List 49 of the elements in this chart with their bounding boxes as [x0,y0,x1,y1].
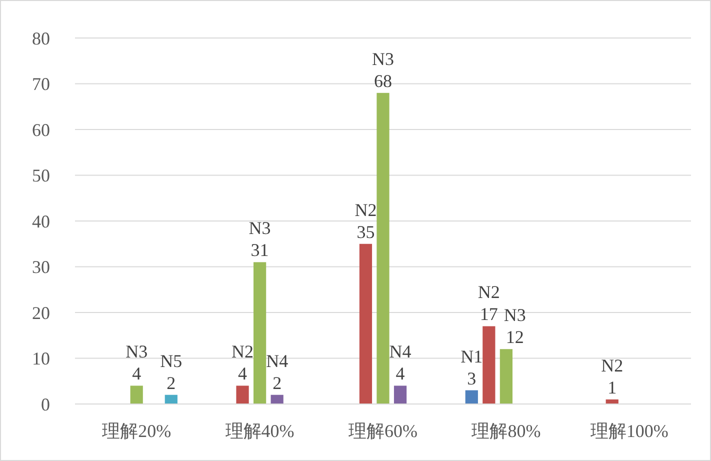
series-label: N3 [504,305,526,326]
data-label: 12 [506,327,524,348]
text: N3 [248,218,271,238]
data-label: 2 [166,372,176,393]
x-tick-label: 理解20% [102,421,172,441]
y-tick-label: 60 [32,120,50,140]
x-tick-label: 理解100% [590,421,668,441]
bar [376,92,390,404]
series-label: N5 [160,350,182,371]
data-label: 17 [480,304,498,324]
data-label: 4 [396,364,405,384]
bar [270,394,284,404]
text: N2 [354,200,377,220]
series-label: N4 [266,350,288,371]
bar [482,326,496,404]
x-tick-label: 理解40% [225,421,294,441]
bar [465,390,478,404]
series-label: N2 [232,342,254,362]
data-label: 68 [374,70,392,91]
text: N3 [372,48,394,69]
text: N2 [478,282,500,302]
text: N2 [601,355,624,376]
y-tick-label: 30 [32,257,50,278]
bar [164,394,178,404]
bar [359,244,372,404]
bar [253,262,266,404]
y-tick-label: 40 [32,211,50,232]
data-label: 2 [272,372,282,393]
data-label: 35 [356,222,375,242]
data-label: 4 [132,364,142,384]
y-tick-label: 10 [32,348,50,369]
series-label: N1 [460,346,483,366]
data-label: 3 [467,368,476,388]
text: N3 [126,342,148,362]
x-tick-label: 理解60% [348,421,418,441]
bar [130,386,143,404]
y-tick-label: 20 [32,302,50,323]
text: N4 [389,342,412,362]
y-tick-label: 50 [32,166,50,186]
bar [500,349,513,404]
data-label: 31 [250,240,269,260]
data-label: 4 [238,364,248,384]
bar [394,386,407,404]
data-label: 1 [608,377,617,398]
y-tick-label: 80 [32,28,50,48]
y-tick-label: 70 [32,74,50,94]
x-tick-label: 理解80% [472,421,541,441]
y-tick-label: 0 [41,394,50,414]
bar [236,386,249,404]
